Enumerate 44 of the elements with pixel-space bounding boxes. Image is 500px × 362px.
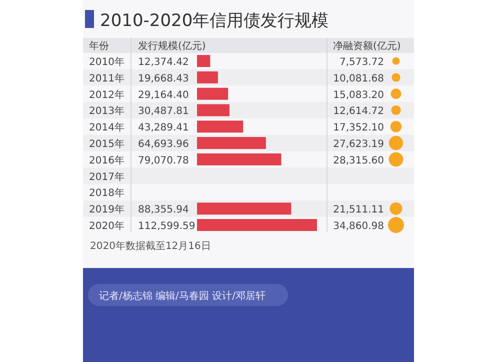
y-tick-label: 2013年: [89, 105, 124, 118]
data-label: 12,614.72: [333, 106, 384, 118]
data-label: 10,081.68: [333, 73, 384, 84]
y-tick-label: 2012年: [89, 88, 124, 101]
y-tick-label: 2014年: [89, 122, 124, 134]
data-label: 21,511.11: [333, 204, 384, 216]
y-tick-label: 2010年: [89, 56, 124, 68]
data-label: 88,355.94: [138, 204, 189, 216]
data-label: 7,573.72: [339, 57, 384, 68]
y-tick-label: 2017年: [89, 170, 124, 183]
bar: [197, 104, 230, 116]
data-label: 64,693.96: [138, 139, 189, 150]
data-label: 19,668.43: [138, 73, 189, 84]
data-label: 34,860.98: [333, 221, 384, 232]
data-label: 30,487.81: [138, 106, 189, 118]
bar: [197, 88, 228, 100]
y-tick-label: 2020年: [89, 220, 124, 232]
data-label: 15,083.20: [333, 90, 384, 101]
chart-title: 2010-2020年信用债发行规模: [100, 11, 329, 31]
bar: [197, 137, 266, 149]
x-axis-title: 发行规模(亿元): [138, 40, 206, 52]
data-label: 79,070.78: [138, 155, 189, 166]
data-label: 12,374.42: [138, 57, 189, 68]
data-label: 112,599.59: [138, 221, 196, 232]
text: 净融资额(亿元): [333, 40, 401, 52]
y-axis-title: 年份: [89, 40, 109, 52]
text: 2020年数据截至12月16日: [90, 240, 211, 252]
bar: [197, 71, 218, 84]
bar: [197, 120, 244, 133]
bar: [197, 55, 210, 67]
data-label: 43,289.41: [138, 122, 189, 134]
data-label: 29,164.40: [138, 90, 189, 101]
data-label: 27,623.19: [333, 139, 384, 150]
text: 记者/杨志锦 编辑/马春园 设计/邓居轩: [99, 290, 266, 302]
y-tick-label: 2011年: [89, 72, 124, 84]
data-label: 28,315.60: [333, 155, 384, 166]
y-tick-label: 2018年: [89, 187, 124, 200]
y-tick-label: 2015年: [89, 138, 124, 150]
bar: [197, 202, 292, 215]
y-tick-label: 2016年: [89, 154, 124, 166]
y-tick-label: 2019年: [89, 204, 124, 216]
bar: [197, 219, 317, 231]
bar: [197, 153, 282, 166]
data-label: 17,352.10: [333, 122, 384, 134]
